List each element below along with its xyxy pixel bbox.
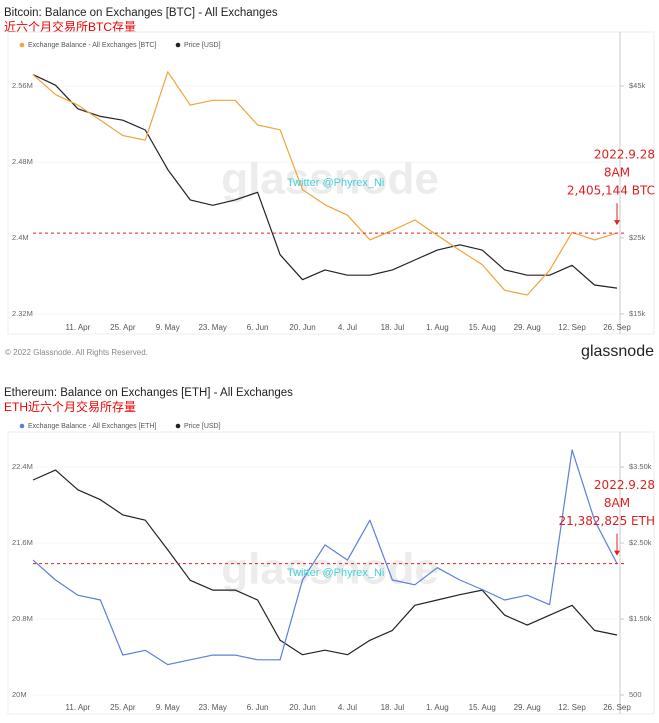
y2-tick-label: $25k xyxy=(629,233,646,242)
series-line xyxy=(32,71,618,296)
legend-swatch xyxy=(175,423,181,429)
copyright: © 2022 Glassnode. All Rights Reserved. xyxy=(5,348,148,357)
x-tick-label: 29. Aug xyxy=(514,323,541,332)
y2-tick-label: $1.50k xyxy=(629,614,652,623)
y-tick-label: 22.4M xyxy=(12,462,33,471)
x-tick-label: 25. Apr xyxy=(110,323,136,332)
legend-label: Price [USD] xyxy=(184,423,221,430)
y2-tick-label: $3.50k xyxy=(629,462,652,471)
x-tick-label: 23. May xyxy=(198,323,226,332)
series-line xyxy=(32,469,618,656)
legend-swatch xyxy=(19,42,25,48)
y2-tick-label: $45k xyxy=(629,81,646,90)
x-tick-label: 26. Sep xyxy=(603,703,631,712)
x-tick-label: 26. Sep xyxy=(603,323,631,332)
annotation: 2022.9.28 xyxy=(594,148,655,162)
legend-label: Exchange Balance - All Exchanges [ETH] xyxy=(28,423,156,430)
annotation: 8AM xyxy=(604,166,630,180)
x-tick-label: 11. Apr xyxy=(66,703,91,712)
x-tick-label: 20. Jun xyxy=(289,703,315,712)
x-tick-label: 18. Jul xyxy=(381,703,405,712)
x-tick-label: 12. Sep xyxy=(558,323,586,332)
legend-label: Price [USD] xyxy=(184,42,221,49)
y2-tick-label: $15k xyxy=(629,309,646,318)
y-tick-label: 2.56M xyxy=(12,81,33,90)
y-tick-label: 20M xyxy=(12,690,27,699)
x-tick-label: 1. Aug xyxy=(426,323,449,332)
credit: Twitter @Phyrex_Ni xyxy=(287,177,384,189)
x-tick-label: 15. Aug xyxy=(469,703,496,712)
x-tick-label: 12. Sep xyxy=(558,703,586,712)
annotation: 8AM xyxy=(604,496,630,510)
chart-title: Bitcoin: Balance on Exchanges [BTC] - Al… xyxy=(4,7,278,19)
x-tick-label: 9. May xyxy=(156,323,180,332)
annotation-arrowhead xyxy=(614,550,620,556)
y-tick-label: 21.6M xyxy=(12,538,33,547)
y-tick-label: 2.32M xyxy=(12,309,33,318)
plot-frame xyxy=(7,431,655,715)
x-tick-label: 11. Apr xyxy=(66,323,91,332)
legend-swatch xyxy=(19,423,25,429)
annotation: 2,405,144 BTC xyxy=(567,184,655,198)
x-tick-label: 1. Aug xyxy=(426,703,449,712)
y2-tick-label: $2.50k xyxy=(629,538,652,547)
chart-subtitle: 近六个月交易所BTC存量 xyxy=(4,19,136,34)
logo: glassnode xyxy=(581,343,654,360)
x-tick-label: 18. Jul xyxy=(381,323,405,332)
x-tick-label: 6. Jun xyxy=(247,323,269,332)
legend-label: Exchange Balance - All Exchanges [BTC] xyxy=(28,42,156,49)
watermark: glassnode xyxy=(221,545,439,594)
y-tick-label: 2.48M xyxy=(12,157,33,166)
annotation: 21,382,825 ETH xyxy=(559,514,655,528)
x-tick-label: 23. May xyxy=(198,703,226,712)
x-tick-label: 15. Aug xyxy=(469,323,496,332)
x-tick-label: 29. Aug xyxy=(514,703,541,712)
series-line xyxy=(32,449,618,666)
x-tick-label: 25. Apr xyxy=(110,703,136,712)
y-tick-label: 2.4M xyxy=(12,233,29,242)
watermark: glassnode xyxy=(221,155,439,204)
annotation-arrowhead xyxy=(614,220,620,226)
x-tick-label: 6. Jun xyxy=(247,703,269,712)
annotation: 2022.9.28 xyxy=(594,478,655,492)
chart-subtitle: ETH近六个月交易所存量 xyxy=(4,399,136,414)
legend-swatch xyxy=(175,42,181,48)
y-tick-label: 20.8M xyxy=(12,614,33,623)
chart-title: Ethereum: Balance on Exchanges [ETH] - A… xyxy=(4,387,293,399)
series-line xyxy=(32,74,618,289)
credit: Twitter @Phyrex_Ni xyxy=(287,567,384,579)
x-tick-label: 4. Jul xyxy=(338,323,357,332)
x-tick-label: 4. Jul xyxy=(338,703,357,712)
x-tick-label: 9. May xyxy=(156,703,180,712)
x-tick-label: 20. Jun xyxy=(289,323,315,332)
plot-frame xyxy=(7,31,655,335)
y2-tick-label: 500 xyxy=(629,690,642,699)
